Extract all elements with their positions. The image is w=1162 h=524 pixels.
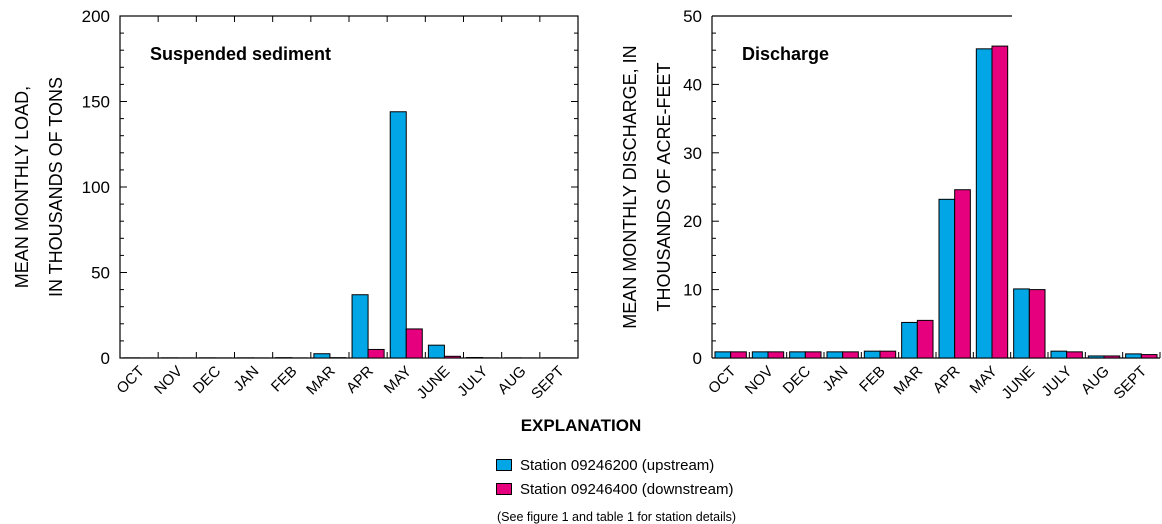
legend-item-upstream: Station 09246200 (upstream) — [496, 456, 714, 474]
x-tick-label: NOV — [151, 363, 186, 398]
x-tick-label: MAR — [891, 363, 927, 399]
x-tick-label: JAN — [819, 363, 851, 395]
y-tick-label: 30 — [683, 144, 702, 163]
x-tick-label: JULY — [1038, 363, 1075, 400]
y-axis-label: THOUSANDS OF ACRE-FEET — [654, 62, 674, 311]
legend-item-downstream: Station 09246400 (downstream) — [496, 480, 733, 498]
bar-downstream — [768, 352, 784, 358]
bar-upstream — [864, 351, 880, 358]
y-tick-label: 50 — [683, 7, 702, 26]
bar-upstream — [752, 352, 768, 358]
x-tick-label: JAN — [230, 363, 262, 395]
bar-upstream — [1126, 354, 1142, 358]
x-tick-label: SEPT — [528, 363, 568, 403]
bar-downstream — [731, 352, 747, 358]
y-tick-label: 0 — [101, 349, 110, 368]
chart-title: Suspended sediment — [150, 44, 331, 64]
bar-upstream — [939, 199, 955, 358]
x-tick-label: FEB — [856, 363, 889, 396]
y-tick-label: 40 — [683, 75, 702, 94]
y-axis-label: IN THOUSANDS OF TONS — [46, 77, 66, 297]
x-tick-label: OCT — [705, 363, 739, 397]
bar-downstream — [368, 349, 384, 358]
x-tick-label: MAR — [303, 363, 339, 399]
x-tick-label: SEPT — [1110, 363, 1150, 403]
x-tick-label: FEB — [268, 363, 301, 396]
bar-downstream — [843, 352, 859, 358]
bar-downstream — [406, 329, 422, 358]
x-tick-label: JUNE — [414, 363, 454, 403]
bar-downstream — [917, 320, 933, 358]
bar-downstream — [805, 352, 821, 358]
y-tick-label: 100 — [82, 178, 110, 197]
x-tick-label: JUNE — [998, 363, 1038, 403]
y-tick-label: 50 — [91, 264, 110, 283]
legend-label-downstream: Station 09246400 (downstream) — [520, 481, 733, 498]
x-tick-label: OCT — [113, 363, 147, 397]
y-tick-label: 0 — [693, 349, 702, 368]
bar-downstream — [1067, 352, 1083, 358]
bar-downstream — [444, 356, 460, 358]
bar-upstream — [1051, 351, 1067, 358]
x-tick-label: APR — [343, 363, 377, 397]
x-tick-label: JULY — [454, 363, 491, 400]
bar-upstream — [467, 357, 483, 358]
bar-upstream — [902, 322, 918, 358]
bar-upstream — [827, 352, 843, 358]
plot-frame — [120, 16, 578, 358]
bar-upstream — [390, 112, 406, 358]
bar-upstream — [314, 354, 330, 358]
bar-downstream — [880, 351, 896, 358]
x-tick-label: AUG — [1078, 363, 1113, 398]
legend-label-upstream: Station 09246200 (upstream) — [520, 457, 714, 474]
y-tick-label: 200 — [82, 7, 110, 26]
bar-upstream — [1014, 289, 1030, 358]
x-tick-label: APR — [930, 363, 964, 397]
x-tick-label: AUG — [495, 363, 530, 398]
x-tick-label: MAY — [381, 363, 415, 397]
legend-swatch-upstream — [496, 459, 512, 471]
bar-upstream — [428, 345, 444, 358]
y-tick-label: 10 — [683, 281, 702, 300]
y-axis-label: MEAN MONTHLY LOAD, — [12, 86, 32, 288]
x-tick-label: DEC — [190, 363, 225, 398]
bar-upstream — [352, 295, 368, 358]
x-tick-label: MAY — [967, 363, 1001, 397]
bar-upstream — [715, 352, 731, 358]
bar-upstream — [976, 49, 992, 358]
bar-upstream — [790, 352, 806, 358]
x-tick-label: NOV — [742, 363, 777, 398]
chart-title: Discharge — [742, 44, 829, 64]
bar-upstream — [1088, 356, 1104, 358]
legend-swatch-downstream — [496, 483, 512, 495]
bar-downstream — [992, 46, 1008, 358]
legend-title: EXPLANATION — [0, 416, 1162, 436]
bar-downstream — [1104, 356, 1120, 358]
y-tick-label: 150 — [82, 93, 110, 112]
bar-downstream — [1141, 355, 1157, 358]
bar-downstream — [1029, 290, 1045, 358]
bar-downstream — [955, 190, 971, 358]
y-axis-label: MEAN MONTHLY DISCHARGE, IN — [620, 45, 640, 328]
y-tick-label: 20 — [683, 212, 702, 231]
x-tick-label: DEC — [780, 363, 815, 398]
